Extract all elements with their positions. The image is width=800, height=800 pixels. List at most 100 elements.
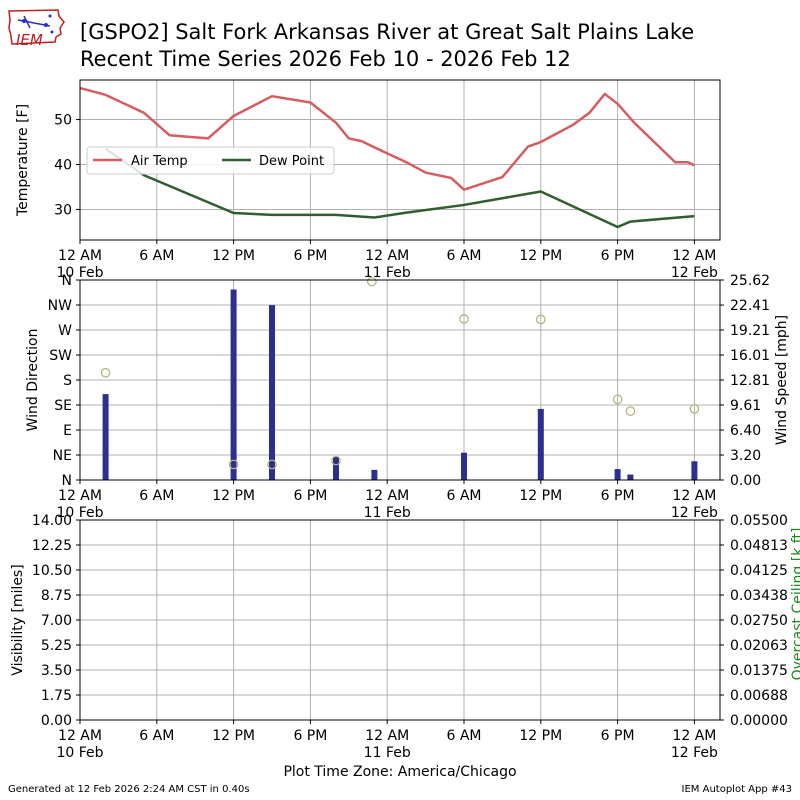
wind-x-tick-label: 6 PM [601,488,635,504]
wind-direction-marker [459,314,469,324]
wind-dir-tick-label: NE [53,448,72,464]
wind-dir-tick-label: W [58,323,72,339]
wind-speed-tick-label: 25.62 [730,273,770,289]
temp-x-tick-label: 12 PM [212,248,255,264]
wind-direction-marker [100,367,111,378]
wind-direction-marker [689,404,700,414]
wind-speed-tick-label: 19.21 [730,323,770,339]
dew-point-line [104,147,695,229]
temp-x-tick-label: 6 AM [139,248,174,264]
temp-y-tick-label: 30 [54,202,72,218]
wind-speed-tick-label: 22.41 [730,298,770,314]
wind-speed-tick-label: 16.01 [730,348,770,364]
chart-subtitle: Recent Time Series 2026 Feb 10 - 2026 Fe… [80,47,571,71]
vis-y-tick-label: 7.00 [41,613,72,629]
wind-x-tick-date-label: 10 Feb [56,505,103,521]
wind-direction-marker [228,459,239,470]
iowa-state-outline-icon: IEM [8,9,65,49]
ceiling-y-axis-label: Overcast Ceiling [k ft] [790,528,800,681]
iem-logo: IEM [6,6,66,56]
wind-frame [79,279,721,481]
temp-x-tick-label: 6 PM [293,248,327,264]
wind-x-tick-label: 6 AM [139,488,174,504]
ceiling-y-tick-label: 0.02063 [730,638,788,654]
ceiling-y-tick-label: 0.00000 [730,713,788,729]
temp-legend-box [86,146,335,175]
wind-speed-bar [230,289,237,480]
wind-speed-bar [537,408,544,480]
temp-x-tick-date-label: 11 Feb [364,265,411,281]
ceiling-y-tick-label: 0.04125 [730,563,788,579]
wind-direction-marker [612,394,623,405]
wind-dir-tick-label: NW [48,298,72,314]
vis-x-tick-label: 6 AM [446,728,481,744]
wind-dir-tick-label: N [62,473,72,489]
vis-y-tick-label: 14.00 [32,513,72,529]
ceiling-y-tick-label: 0.03438 [730,588,788,604]
vis-x-tick-label: 6 PM [601,728,635,744]
air-temp-line [79,86,695,191]
wind-direction-marker [331,455,341,466]
wind-speed-tick-label: 3.20 [730,448,761,464]
logo-text: IEM [16,31,43,49]
ceiling-y-tick-label: 0.02750 [730,613,788,629]
wind-speed-tick-label: 0.00 [730,473,761,489]
temp-x-tick-label: 6 AM [446,248,481,264]
wind-dir-tick-label: SW [49,348,72,364]
wind-direction-marker [625,406,636,416]
vis-x-tick-label: 12 PM [519,728,562,744]
wind-dir-tick-label: N [62,273,72,289]
vis-frame [79,519,721,721]
wind-direction-marker [366,276,377,287]
wind-dir-tick-label: SE [54,398,72,414]
wind-speed-bar [102,394,109,480]
wind-speed-bar [269,305,275,480]
wind-x-tick-label: 6 PM [293,488,327,504]
temp-x-tick-date-label: 10 Feb [56,265,103,281]
temp-y-tick-label: 50 [54,113,72,129]
vis-x-tick-date-label: 11 Feb [364,745,411,761]
app-label: IEM Autoplot App #43 [681,784,792,795]
vis-x-tick-label: 6 PM [293,728,327,744]
wind-direction-marker [535,314,546,325]
wind-speed-bar [627,474,634,480]
wind-dir-axis-label: Wind Direction [25,329,41,432]
temp-x-tick-label: 12 PM [519,248,562,264]
wind-speed-tick-label: 6.40 [730,423,761,439]
vis-x-tick-label: 12 AM [58,728,102,744]
vis-y-tick-label: 8.75 [41,588,72,604]
vis-y-tick-label: 5.25 [41,638,72,654]
temp-x-tick-label: 12 AM [672,248,716,264]
temp-x-tick-label: 6 PM [601,248,635,264]
wind-speed-bar [333,456,339,480]
wind-speed-axis-label: Wind Speed [mph] [774,315,790,445]
wind-speed-bar [461,452,467,480]
vis-y-axis-label: Visibility [miles] [10,564,26,675]
wind-speed-tick-label: 12.81 [730,373,770,389]
ceiling-y-tick-label: 0.05500 [730,513,788,529]
wind-direction-marker [267,459,277,470]
wind-x-tick-date-label: 12 Feb [671,505,718,521]
temp-x-tick-label: 12 AM [365,248,409,264]
temp-y-axis-label: Temperature [F] [15,104,31,217]
wind-dir-tick-label: S [63,373,72,389]
legend-air-temp-label: Air Temp [131,154,188,169]
wind-x-tick-label: 12 AM [672,488,716,504]
ceiling-y-tick-label: 0.01375 [730,663,788,679]
x-axis-label: Plot Time Zone: America/Chicago [283,764,516,780]
vis-x-tick-label: 12 PM [212,728,255,744]
temp-x-tick-label: 12 AM [58,248,102,264]
vis-y-tick-label: 0.00 [41,713,72,729]
wind-x-tick-date-label: 11 Feb [364,505,411,521]
chart-title: [GSPO2] Salt Fork Arkansas River at Grea… [80,20,695,44]
wind-speed-tick-label: 9.61 [730,398,761,414]
legend-dew-point-label: Dew Point [259,154,324,169]
vis-x-tick-date-label: 12 Feb [671,745,718,761]
wind-speed-bar [691,461,698,480]
temp-x-tick-date-label: 12 Feb [671,265,718,281]
vis-x-tick-label: 6 AM [139,728,174,744]
vis-x-tick-label: 12 AM [672,728,716,744]
wind-x-tick-label: 12 PM [519,488,562,504]
vis-y-tick-label: 10.50 [32,563,72,579]
